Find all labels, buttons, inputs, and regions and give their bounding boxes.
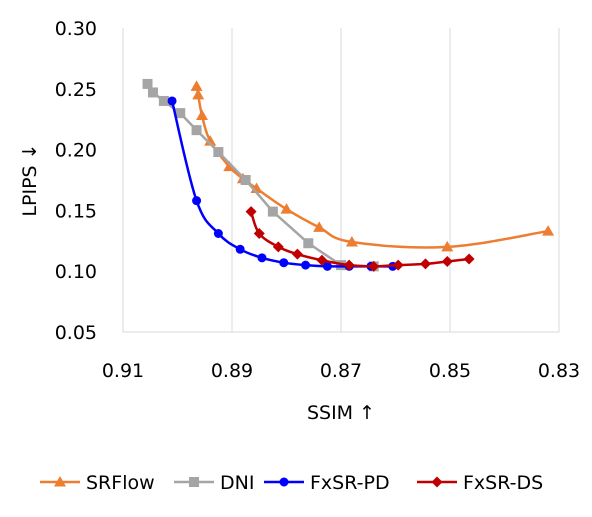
x-tick-label: 0.83 bbox=[538, 360, 580, 382]
data-point-srflow bbox=[190, 80, 203, 91]
legend: SRFlow DNI FxSR-PD FxSR-DS bbox=[40, 472, 543, 494]
series-dni bbox=[142, 78, 379, 272]
data-point-fxsr-pd bbox=[257, 253, 267, 263]
x-tick-label: 0.89 bbox=[211, 360, 253, 382]
x-axis-title: SSIM ↑ bbox=[307, 402, 375, 424]
y-tick-label: 0.25 bbox=[55, 79, 97, 101]
data-point-dni bbox=[267, 206, 278, 217]
x-tick-label: 0.87 bbox=[320, 360, 362, 382]
legend-label-fxsr-ds: FxSR-DS bbox=[463, 472, 543, 494]
data-point-fxsr-ds bbox=[343, 259, 355, 271]
legend-marker-fxsr-pd bbox=[279, 477, 289, 487]
data-point-srflow bbox=[441, 240, 454, 252]
y-axis-title: LPIPS ↓ bbox=[19, 143, 41, 216]
data-point-dni bbox=[142, 78, 153, 89]
legend-marker-srflow bbox=[54, 476, 66, 487]
data-point-fxsr-pd bbox=[279, 258, 289, 268]
data-point-fxsr-pd bbox=[235, 244, 245, 254]
data-point-fxsr-ds bbox=[419, 258, 431, 270]
data-point-fxsr-pd bbox=[192, 196, 202, 206]
data-point-srflow bbox=[280, 203, 293, 214]
data-point-fxsr-ds bbox=[291, 248, 303, 260]
data-point-fxsr-ds bbox=[253, 228, 265, 240]
data-point-fxsr-ds bbox=[441, 255, 453, 267]
y-tick-label: 0.05 bbox=[55, 322, 97, 344]
data-point-dni bbox=[303, 238, 314, 249]
data-point-srflow bbox=[196, 109, 209, 121]
tick-labels: 0.91 0.89 0.87 0.85 0.83 0.05 0.10 0.15 0.20 0.25… bbox=[55, 18, 580, 382]
data-point-dni bbox=[213, 147, 224, 158]
legend-marker-dni bbox=[189, 477, 199, 487]
data-point-dni bbox=[240, 175, 251, 185]
data-point-fxsr-pd bbox=[322, 261, 332, 271]
data-point-srflow bbox=[345, 236, 358, 247]
data-point-fxsr-ds bbox=[316, 254, 328, 266]
axes bbox=[122, 28, 559, 333]
legend-item-fxsr-ds: FxSR-DS bbox=[417, 472, 543, 494]
data-point-fxsr-ds bbox=[463, 253, 475, 265]
legend-marker-fxsr-ds bbox=[431, 476, 443, 488]
data-point-fxsr-pd bbox=[301, 260, 311, 270]
y-tick-label: 0.15 bbox=[55, 200, 97, 222]
data-point-fxsr-ds bbox=[272, 241, 284, 253]
series-line-srflow bbox=[195, 86, 549, 249]
legend-item-fxsr-pd: FxSR-PD bbox=[264, 472, 390, 494]
series-srflow bbox=[190, 80, 555, 252]
data-point-srflow bbox=[204, 135, 217, 146]
gridlines bbox=[231, 28, 560, 332]
x-tick-label: 0.85 bbox=[429, 360, 471, 382]
legend-item-srflow: SRFlow bbox=[40, 472, 155, 494]
legend-label-dni: DNI bbox=[220, 472, 254, 494]
data-point-fxsr-ds bbox=[392, 259, 404, 271]
series-fxsr-ds bbox=[245, 206, 475, 272]
data-point-fxsr-ds bbox=[368, 260, 380, 272]
data-point-fxsr-ds bbox=[245, 206, 257, 218]
data-point-fxsr-pd bbox=[167, 96, 177, 106]
x-tick-label: 0.91 bbox=[102, 360, 144, 382]
data-point-dni bbox=[158, 95, 169, 106]
data-point-srflow bbox=[192, 88, 205, 100]
legend-label-fxsr-pd: FxSR-PD bbox=[310, 472, 390, 494]
data-point-dni bbox=[191, 125, 202, 136]
data-point-srflow bbox=[313, 221, 326, 232]
data-point-fxsr-pd bbox=[213, 229, 223, 239]
legend-label-srflow: SRFlow bbox=[86, 472, 155, 494]
data-point-srflow bbox=[542, 225, 555, 236]
data-point-dni bbox=[175, 108, 186, 119]
legend-item-dni: DNI bbox=[174, 472, 254, 494]
data-point-dni bbox=[147, 87, 158, 98]
y-tick-label: 0.10 bbox=[55, 261, 97, 283]
data-point-srflow bbox=[223, 160, 236, 172]
series-layer bbox=[142, 78, 555, 272]
y-tick-label: 0.30 bbox=[55, 18, 97, 40]
y-tick-label: 0.20 bbox=[55, 140, 97, 162]
